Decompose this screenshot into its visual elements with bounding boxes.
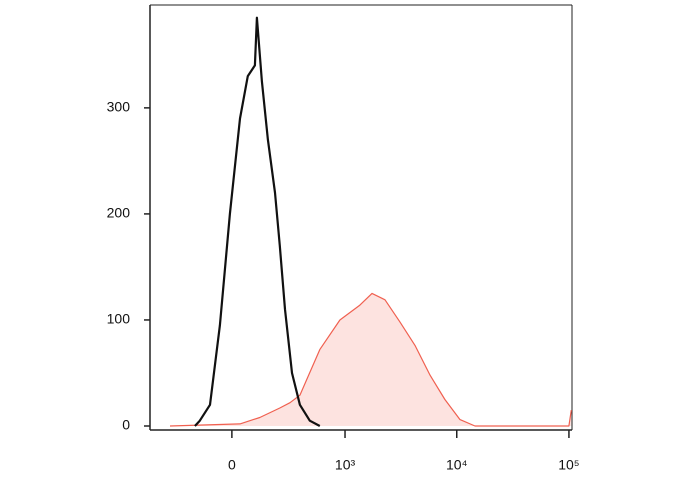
- x-tick-label: 10⁵: [558, 457, 579, 473]
- y-tick-label: 0: [122, 417, 130, 433]
- y-tick-label: 300: [107, 99, 131, 115]
- line: [169, 292, 572, 427]
- y-tick-label: 200: [107, 205, 131, 221]
- x-tick-label: 0: [228, 457, 236, 473]
- y-tick-label: 100: [107, 311, 131, 327]
- x-tick-label: 10³: [335, 457, 356, 473]
- line: [194, 16, 321, 427]
- x-tick-label: 10⁴: [446, 457, 468, 473]
- area: [169, 293, 572, 426]
